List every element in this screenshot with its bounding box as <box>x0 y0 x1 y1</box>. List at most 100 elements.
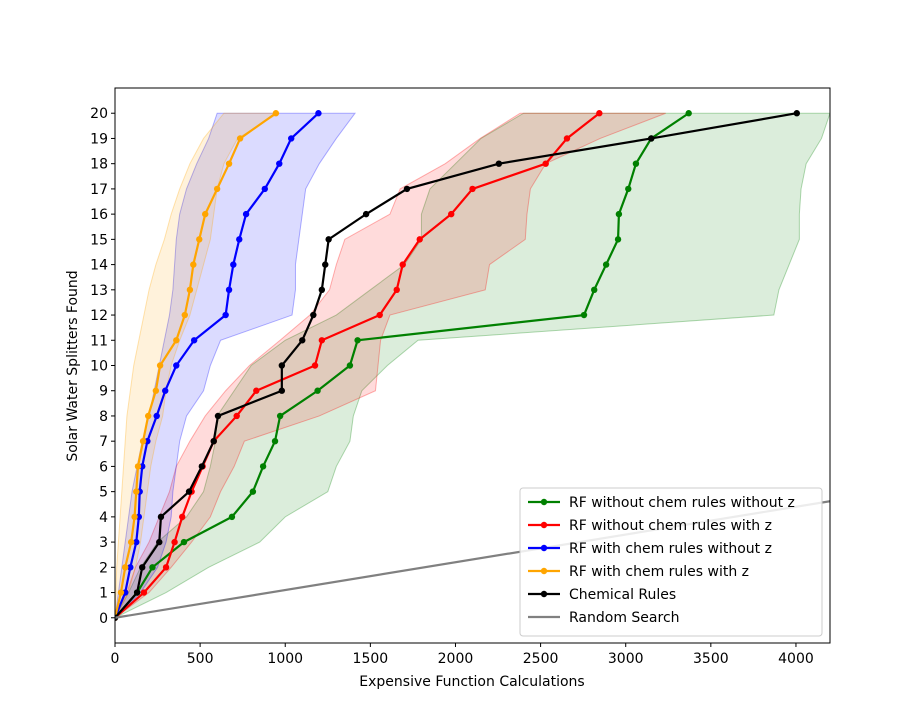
marker <box>152 387 160 394</box>
marker <box>596 110 603 117</box>
marker <box>278 362 286 369</box>
legend-marker <box>540 567 548 575</box>
marker <box>322 261 329 268</box>
marker <box>362 210 370 218</box>
marker <box>469 185 476 193</box>
marker <box>632 160 640 167</box>
marker <box>416 236 423 243</box>
y-tick-label: 0 <box>99 611 108 627</box>
marker <box>162 564 170 571</box>
y-tick-label: 9 <box>99 384 108 400</box>
marker <box>261 185 269 193</box>
x-tick-label: 2500 <box>523 651 559 667</box>
marker <box>225 160 233 167</box>
x-tick-label: 3500 <box>693 651 729 667</box>
marker <box>131 513 138 521</box>
legend-label: RF with chem rules without z <box>569 541 772 557</box>
legend-label: RF without chem rules with z <box>569 518 772 534</box>
marker <box>276 412 284 420</box>
x-tick-label: 1500 <box>353 651 389 667</box>
marker <box>173 337 180 344</box>
marker <box>615 210 623 218</box>
marker <box>314 387 321 394</box>
marker <box>242 210 250 218</box>
y-tick-label: 15 <box>90 232 108 248</box>
marker <box>311 362 319 369</box>
marker <box>376 311 383 319</box>
marker <box>190 261 197 268</box>
marker <box>190 337 198 344</box>
y-tick-label: 20 <box>90 106 108 122</box>
marker <box>134 463 142 470</box>
marker <box>614 236 622 243</box>
y-tick-label: 7 <box>99 434 108 450</box>
legend-marker <box>540 498 548 506</box>
marker <box>149 564 156 571</box>
x-tick-label: 1000 <box>267 651 303 667</box>
marker <box>318 337 326 344</box>
x-tick-label: 3000 <box>608 651 644 667</box>
marker <box>563 135 571 142</box>
marker <box>133 589 141 596</box>
marker <box>127 564 134 571</box>
marker <box>591 286 598 294</box>
marker <box>156 538 163 546</box>
x-tick-label: 0 <box>111 651 120 667</box>
y-tick-label: 17 <box>90 182 108 198</box>
marker <box>299 337 306 344</box>
x-axis-label: Expensive Function Calculations <box>359 674 584 690</box>
marker <box>133 488 140 495</box>
marker <box>495 160 503 167</box>
y-tick-label: 1 <box>99 586 108 602</box>
marker <box>225 286 233 294</box>
marker <box>127 538 135 546</box>
marker <box>399 261 406 268</box>
marker <box>180 538 188 546</box>
legend-label: RF with chem rules with z <box>569 564 749 580</box>
marker <box>236 236 243 243</box>
legend-box <box>519 487 823 637</box>
marker <box>133 538 140 546</box>
marker <box>310 311 317 319</box>
marker <box>202 210 209 218</box>
marker <box>685 110 692 117</box>
marker <box>222 311 229 319</box>
marker <box>139 437 147 445</box>
marker <box>214 412 222 420</box>
y-tick-label: 10 <box>90 359 108 375</box>
marker <box>318 286 326 294</box>
marker <box>228 513 236 521</box>
x-tick-label: 4000 <box>778 651 814 667</box>
marker <box>271 437 279 445</box>
marker <box>185 488 193 495</box>
marker <box>272 110 280 117</box>
marker <box>233 412 240 420</box>
marker <box>259 463 267 470</box>
marker <box>602 261 610 268</box>
marker <box>139 564 146 571</box>
legend-marker <box>540 521 548 529</box>
x-tick-label: 2000 <box>438 651 474 667</box>
marker <box>793 110 801 117</box>
y-tick-label: 3 <box>99 535 108 551</box>
y-tick-label: 6 <box>99 459 108 475</box>
marker <box>181 311 188 319</box>
marker <box>648 135 655 142</box>
marker <box>403 185 411 193</box>
marker <box>448 210 455 218</box>
marker <box>156 362 164 369</box>
marker <box>354 337 361 344</box>
marker <box>287 135 295 142</box>
legend-label: Random Search <box>569 610 680 626</box>
marker <box>153 412 160 420</box>
marker <box>196 236 203 243</box>
y-tick-label: 13 <box>90 283 108 299</box>
band <box>115 112 666 619</box>
marker <box>276 160 283 167</box>
marker <box>198 463 206 470</box>
marker <box>162 387 169 394</box>
y-tick-label: 2 <box>99 560 108 576</box>
marker <box>325 236 332 243</box>
marker <box>186 286 194 294</box>
